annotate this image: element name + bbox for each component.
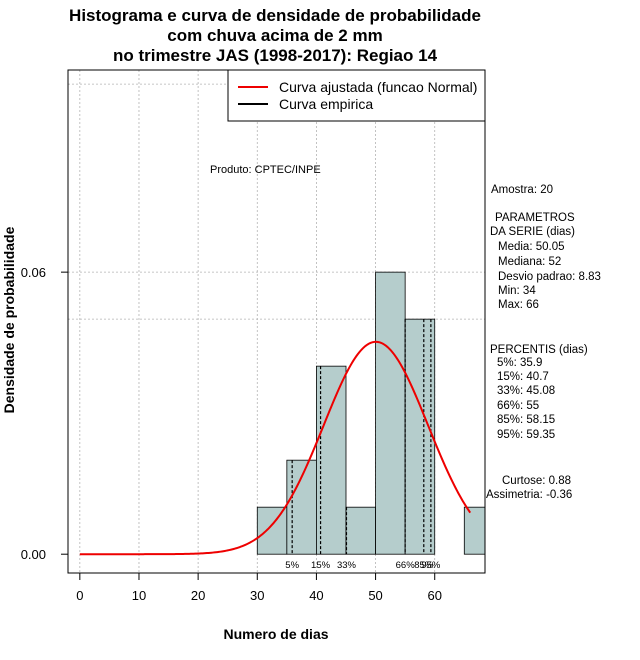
chart-title-line-2: com chuva acima de 2 mm bbox=[167, 26, 382, 45]
histogram-bars bbox=[256, 271, 486, 555]
percentile-label: 15% bbox=[311, 560, 331, 571]
histogram-bar bbox=[316, 365, 347, 555]
percentile-lines: 5% 15% 33% 66% 85%95% bbox=[285, 319, 441, 571]
x-axis-label: Numero de dias bbox=[223, 626, 328, 642]
x-tick-label: 10 bbox=[132, 588, 146, 603]
x-tick-label: 20 bbox=[191, 588, 205, 603]
stat-amostra: Amostra: 20 bbox=[491, 184, 553, 196]
legend-label-empirical: Curva empirica bbox=[279, 96, 373, 112]
normal-curve bbox=[79, 340, 472, 556]
stat-assimetria: Assimetria: -0.36 bbox=[486, 489, 572, 501]
stat-mediana: Mediana: 52 bbox=[498, 256, 561, 268]
stat-desvio: Desvio padrao: 8.83 bbox=[498, 271, 601, 283]
stat-p66: 66%: 55 bbox=[497, 400, 539, 412]
x-tick-label: 60 bbox=[427, 588, 441, 603]
histogram-bar bbox=[463, 506, 486, 555]
stat-p85: 85%: 58.15 bbox=[497, 414, 555, 426]
stat-p33: 33%: 45.08 bbox=[497, 385, 555, 397]
histogram-bar bbox=[345, 506, 376, 555]
percentile-label: 66% bbox=[396, 560, 416, 571]
histogram-bar bbox=[256, 506, 288, 555]
stat-parametros-subtitle: DA SERIE (dias) bbox=[490, 226, 575, 238]
stat-curtose: Curtose: 0.88 bbox=[502, 475, 571, 487]
product-annotation: Produto: CPTEC/INPE bbox=[210, 164, 321, 176]
y-axis-label: Densidade de probabilidade bbox=[1, 226, 17, 413]
legend-box bbox=[227, 69, 486, 122]
legend: Curva ajustada (funcao Normal) Curva emp… bbox=[227, 69, 486, 122]
percentile-label: 5% bbox=[285, 560, 299, 571]
stat-parametros-title: PARAMETROS bbox=[495, 212, 575, 224]
y-tick-label: 0.06 bbox=[21, 265, 46, 280]
stat-p5: 5%: 35.9 bbox=[497, 357, 542, 369]
stat-media: Media: 50.05 bbox=[498, 241, 565, 253]
stat-percentis-title: PERCENTIS (dias) bbox=[490, 344, 588, 356]
stats-panel: Amostra: 20 PARAMETROS DA SERIE (dias) M… bbox=[486, 184, 601, 501]
percentile-label: 33% bbox=[337, 560, 357, 571]
normal-curve-line bbox=[79, 340, 472, 556]
histogram-bar bbox=[286, 459, 317, 555]
x-tick-label: 0 bbox=[76, 588, 83, 603]
axes: 0 10 20 30 40 50 60 0.00 0.06 bbox=[21, 265, 442, 603]
stat-min: Min: 34 bbox=[498, 285, 536, 297]
x-tick-label: 50 bbox=[368, 588, 382, 603]
percentile-label: 85% bbox=[414, 560, 434, 571]
legend-label-normal: Curva ajustada (funcao Normal) bbox=[279, 79, 477, 95]
y-tick-label: 0.00 bbox=[21, 547, 46, 562]
chart-title-line-1: Histograma e curva de densidade de proba… bbox=[69, 6, 481, 25]
stat-max: Max: 66 bbox=[498, 299, 539, 311]
x-tick-label: 30 bbox=[250, 588, 264, 603]
x-tick-label: 40 bbox=[309, 588, 323, 603]
stat-p95: 95%: 59.35 bbox=[497, 429, 555, 441]
percentile-label: 95% bbox=[421, 560, 441, 571]
histogram-bar bbox=[375, 271, 406, 555]
chart-title-line-3: no trimestre JAS (1998-2017): Regiao 14 bbox=[113, 46, 438, 65]
stat-p15: 15%: 40.7 bbox=[497, 371, 549, 383]
